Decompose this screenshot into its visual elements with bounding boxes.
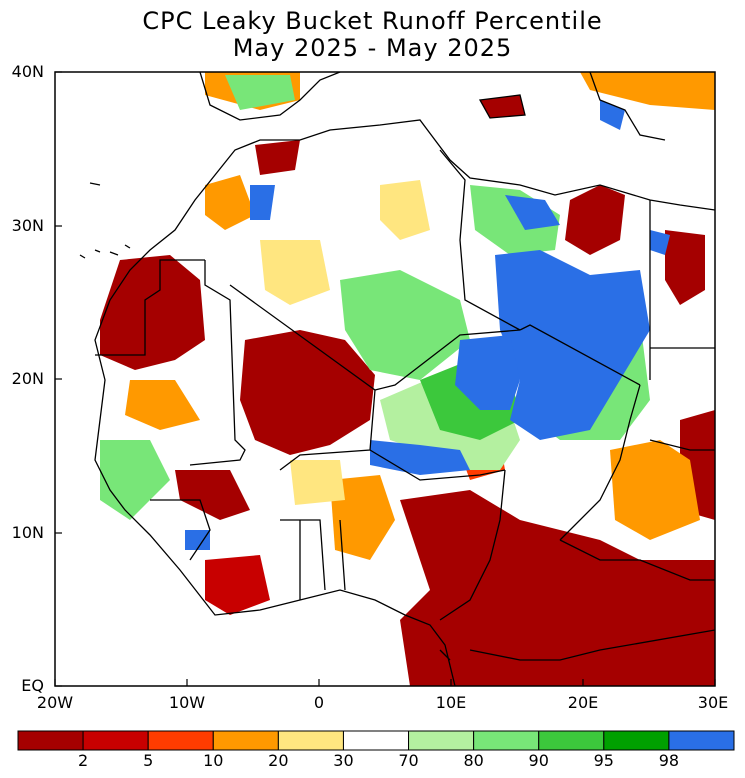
- bioko: [439, 649, 451, 661]
- dry-region-mali: [240, 330, 375, 455]
- blue-region-egypt: [650, 230, 670, 255]
- colorbar-segment: [668, 730, 735, 751]
- blue-region-niger-south: [370, 440, 470, 475]
- border-western-sahara: [95, 259, 205, 356]
- border-mali-niger: [279, 389, 376, 471]
- madeira: [89, 182, 101, 186]
- colorbar-tick-label: 20: [268, 751, 289, 770]
- border-mauritania-mali: [189, 260, 246, 466]
- orange-region-sudan: [610, 440, 700, 540]
- border-niger-nigeria: [369, 449, 506, 481]
- colorbar: [17, 730, 735, 751]
- colorbar-tick-label: 5: [143, 751, 154, 770]
- orange-region-morocco: [205, 175, 255, 230]
- border-chad-sudan: [559, 384, 641, 541]
- y-label-30n: 30N: [11, 216, 44, 235]
- colorbar-segment: [342, 730, 410, 751]
- border-algeria-mali: [229, 284, 521, 391]
- colorbar-tick-label: 10: [203, 751, 224, 770]
- dry-region-west-sahara: [100, 255, 205, 370]
- colorbar-segment: [408, 730, 475, 751]
- colorbar-tick-label: 95: [593, 751, 614, 770]
- dry-region-egypt: [665, 230, 705, 305]
- border-libya-chad: [519, 324, 641, 386]
- orange-region-nigeria: [330, 475, 395, 560]
- x-label-30e: 30E: [697, 693, 729, 712]
- axis-ticks: [54, 71, 716, 687]
- orange-region-west: [125, 380, 200, 430]
- red-region-balkans: [580, 72, 715, 110]
- coastlines: [79, 72, 715, 686]
- x-label-0: 0: [313, 693, 325, 712]
- border-ghana-region: [280, 519, 346, 600]
- border-guinea: [150, 499, 211, 561]
- iberia-coastline: [199, 72, 341, 121]
- colorbar-tick-label: 30: [333, 751, 354, 770]
- yellow-region-sahel: [290, 460, 345, 505]
- green-region-iberia: [225, 75, 295, 110]
- greece-coast: [589, 72, 666, 141]
- map-subtitle: May 2025 - May 2025: [232, 34, 513, 62]
- x-label-10w: 10W: [168, 693, 206, 712]
- border-congo: [469, 629, 715, 661]
- colorbar-segment: [603, 730, 670, 751]
- y-label-10n: 10N: [11, 523, 44, 542]
- y-label-40n: 40N: [11, 62, 44, 81]
- colorbar-segment: [17, 730, 84, 751]
- colorbar-segment: [147, 730, 214, 751]
- yellow-region-mauritania: [260, 240, 330, 305]
- yellow-region-algeria: [380, 180, 430, 240]
- border-algeria-libya: [439, 149, 521, 331]
- blue-region-niger-west: [455, 335, 520, 410]
- colorbar-tick-label: 80: [463, 751, 484, 770]
- percentile-fields: [100, 72, 715, 686]
- y-label-eq: EQ: [21, 676, 44, 695]
- colorbar-tick-label: 98: [658, 751, 680, 770]
- red-region-sicily: [480, 95, 525, 118]
- canary-islands: [79, 244, 131, 259]
- blue-region-ghana: [185, 530, 210, 550]
- dry-region-central-africa: [400, 490, 715, 686]
- blue-region-libya-north: [505, 195, 560, 230]
- x-label-20e: 20E: [567, 693, 599, 712]
- colorbar-tick-label: 70: [398, 751, 419, 770]
- blue-region-morocco: [250, 185, 275, 220]
- dry-region-libya: [565, 185, 625, 255]
- sicily-coast: [478, 94, 526, 119]
- border-nigeria-cameroon: [439, 469, 506, 621]
- x-label-20w: 20W: [36, 693, 74, 712]
- colorbar-segment: [82, 730, 149, 751]
- colorbar-segment: [212, 730, 279, 751]
- y-label-20n: 20N: [11, 369, 44, 388]
- dry-region-morocco: [255, 140, 300, 175]
- colorbar-segment: [473, 730, 540, 751]
- dry-region-senegal-guinea: [175, 470, 250, 520]
- colorbar-tick-label: 90: [528, 751, 549, 770]
- colorbar-segment: [538, 730, 605, 751]
- colorbar-segment: [277, 730, 344, 751]
- red-region-ghana: [205, 555, 270, 615]
- border-central-africa: [559, 539, 715, 581]
- border-sudan-east: [649, 439, 715, 451]
- blue-region-chad-libya: [495, 250, 650, 440]
- colorbar-tick-label: 2: [77, 751, 89, 770]
- map-title: CPC Leaky Bucket Runoff Percentile: [142, 7, 603, 35]
- x-label-10e: 10E: [435, 693, 467, 712]
